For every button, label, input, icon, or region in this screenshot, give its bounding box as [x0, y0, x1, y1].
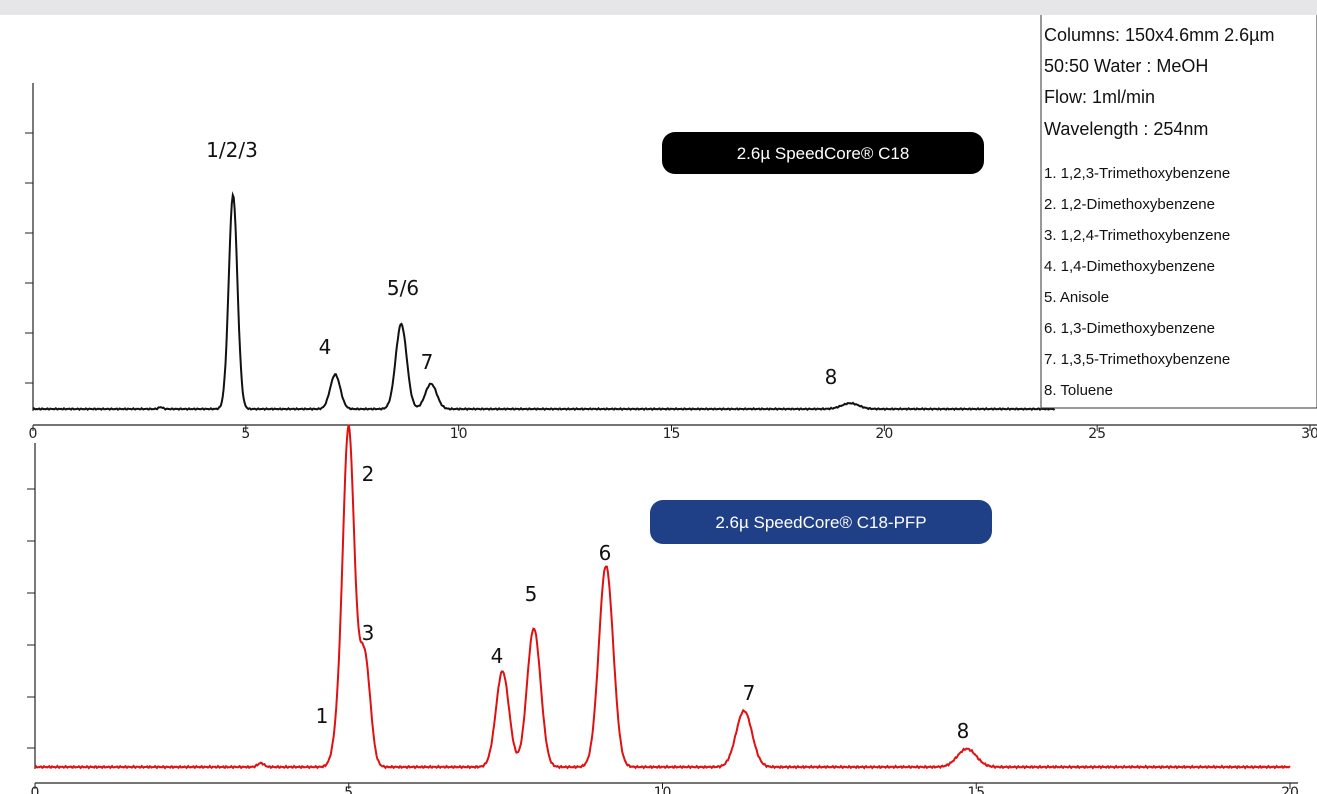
peak-label: 1/2/3	[206, 138, 258, 162]
x-tick-label: 20	[1281, 785, 1299, 794]
peak-label: 3	[362, 621, 375, 645]
peak-label: 8	[825, 365, 838, 389]
x-tick-label: 10	[654, 785, 672, 794]
peak-label: 5	[525, 582, 538, 606]
x-tick-label: 5	[241, 426, 250, 442]
x-tick-label: 10	[450, 426, 468, 442]
column-badge-label: 2.6µ SpeedCore® C18-PFP	[715, 513, 926, 532]
conditions-legend: Columns: 150x4.6mm 2.6µm 50:50 Water : Me…	[1040, 15, 1317, 409]
legend-compound: 2. 1,2-Dimethoxybenzene	[1044, 196, 1215, 213]
peak-label: 5/6	[387, 276, 419, 300]
legend-frame	[1040, 15, 1317, 409]
column-badge	[650, 500, 992, 544]
legend-compound: 7. 1,3,5-Trimethoxybenzene	[1044, 351, 1230, 368]
x-tick-label: 5	[344, 785, 353, 794]
peak-label: 6	[599, 541, 612, 565]
peak-label: 1	[316, 704, 329, 728]
legend-columns: Columns: 150x4.6mm 2.6µm	[1044, 25, 1274, 45]
x-tick-label: 30	[1301, 426, 1317, 442]
chromatogram-trace	[34, 424, 1291, 770]
legend-compound: 6. 1,3-Dimethoxybenzene	[1044, 320, 1215, 337]
legend-compound: 5. Anisole	[1044, 289, 1109, 306]
x-tick-label: 0	[31, 785, 40, 794]
legend-wavelength: Wavelength : 254nm	[1044, 119, 1208, 139]
chromatogram-trace	[32, 191, 1056, 412]
x-tick-label: 25	[1088, 426, 1106, 442]
bottom-chromatogram: 0 5 10 15 20 1 2 3 4 5 6 7 8 2.6µ SpeedCore® C18-PFP	[27, 424, 1299, 794]
peak-label: 2	[362, 462, 375, 486]
x-tick-label: 20	[875, 426, 893, 442]
legend-flow: Flow: 1ml/min	[1044, 87, 1155, 107]
legend-compound: 8. Toluene	[1044, 382, 1113, 399]
blank-overlay	[757, 618, 1113, 662]
column-badge-label: 2.6µ SpeedCore® C18	[737, 144, 910, 163]
top-chromatogram: 0 5 10 15 20 25 30 1/2/3 4 5/6 7 8 2.6µ SpeedCore® C…	[25, 83, 1317, 442]
column-badge	[662, 132, 984, 174]
peak-label: 7	[743, 681, 756, 705]
legend-compound: 1. 1,2,3-Trimethoxybenzene	[1044, 165, 1230, 182]
legend-mobile-phase: 50:50 Water : MeOH	[1044, 56, 1208, 76]
x-tick-label: 15	[967, 785, 985, 794]
peak-label: 4	[491, 644, 504, 668]
peak-label: 8	[957, 719, 970, 743]
chromatogram-figure: 0 5 10 15 20 25 30 1/2/3 4 5/6 7 8 2.6µ SpeedCore® C…	[0, 15, 1317, 794]
legend-compound: 4. 1,4-Dimethoxybenzene	[1044, 258, 1215, 275]
legend-compound: 3. 1,2,4-Trimethoxybenzene	[1044, 227, 1230, 244]
peak-label: 4	[319, 335, 332, 359]
peak-label: 7	[421, 350, 434, 374]
x-tick-label: 15	[663, 426, 681, 442]
x-tick-label: 0	[29, 426, 38, 442]
